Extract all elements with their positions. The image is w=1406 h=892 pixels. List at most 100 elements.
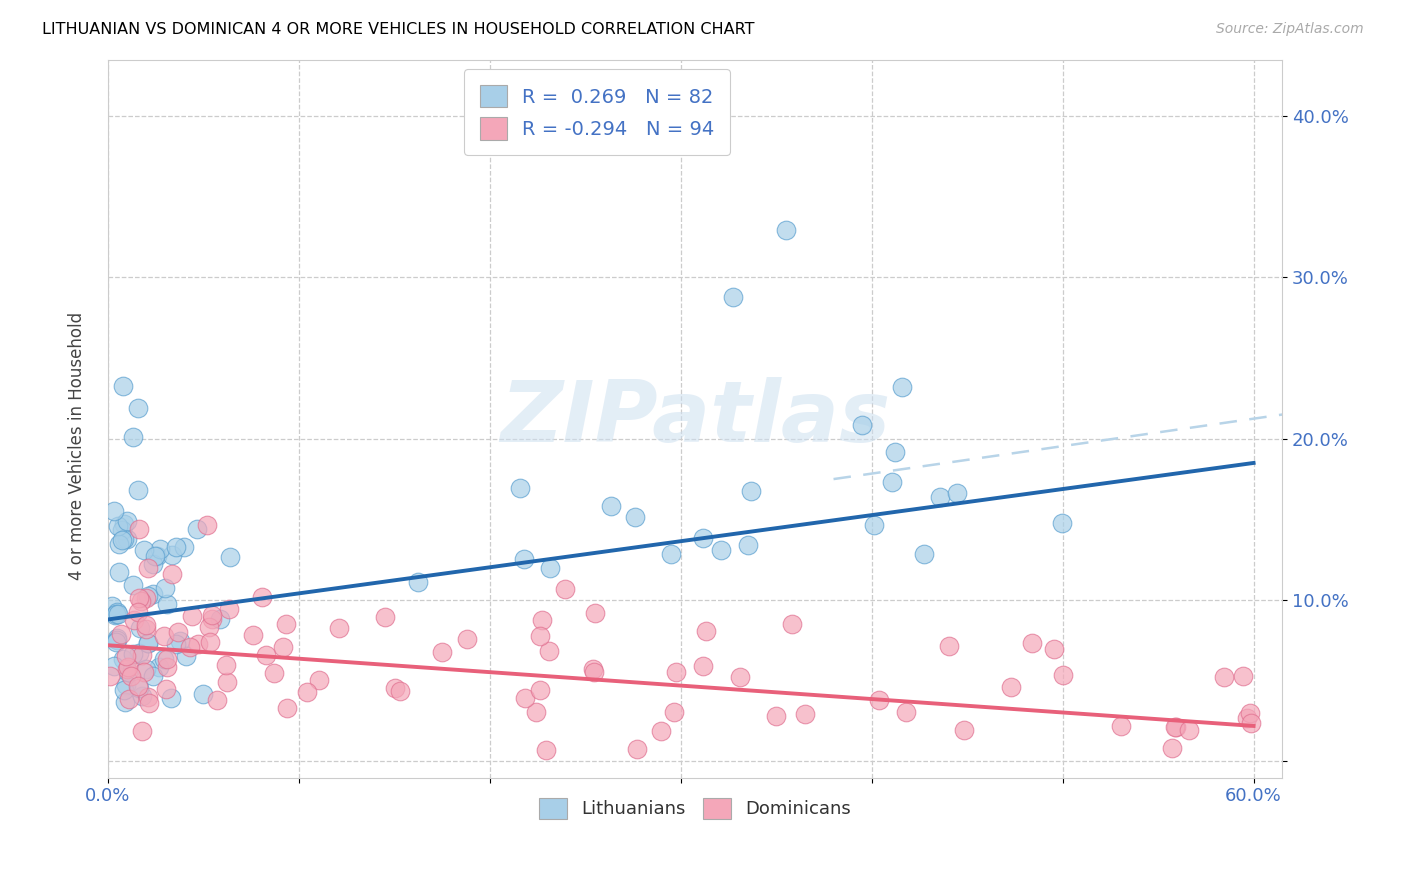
Point [148,660,170,674]
Point [695,624,717,639]
Point [534,743,557,757]
Point [538,561,561,575]
Legend: Lithuanians, Dominicans: Lithuanians, Dominicans [533,790,858,826]
Point [122,578,145,592]
Point [912,547,935,561]
Point [111,652,134,666]
Point [186,522,208,536]
Point [165,637,187,651]
Point [134,665,156,679]
Point [142,557,165,571]
Point [665,665,688,679]
Point [173,540,195,554]
Point [149,542,172,557]
Point [136,561,159,575]
Point [219,549,242,564]
Point [138,635,160,649]
Point [179,640,201,655]
Point [406,574,429,589]
Point [198,620,221,634]
Point [155,681,177,696]
Point [894,705,917,719]
Point [513,691,536,706]
Point [529,629,551,643]
Point [115,532,138,546]
Point [794,707,817,722]
Point [135,622,157,636]
Point [166,624,188,639]
Point [156,660,179,674]
Point [775,223,797,237]
Point [127,679,149,693]
Point [692,531,714,545]
Point [650,723,672,738]
Point [135,591,157,605]
Point [513,552,536,566]
Point [146,549,169,563]
Point [1111,718,1133,732]
Point [127,605,149,619]
Point [107,519,129,533]
Point [104,607,127,622]
Point [1050,516,1073,530]
Point [582,662,605,676]
Point [929,490,952,504]
Point [112,682,135,697]
Point [101,599,124,613]
Point [868,693,890,707]
Point [242,628,264,642]
Point [136,636,159,650]
Point [128,522,150,536]
Point [117,515,139,529]
Point [1164,720,1187,734]
Point [851,418,873,433]
Point [128,681,150,695]
Point [117,663,139,677]
Point [599,500,621,514]
Point [103,504,125,518]
Point [297,684,319,698]
Point [118,692,141,706]
Point [782,616,804,631]
Point [107,565,129,579]
Point [120,669,142,683]
Point [953,723,976,738]
Point [1240,715,1263,730]
Point [142,669,165,683]
Point [737,538,759,552]
Point [131,723,153,738]
Point [583,607,606,621]
Point [254,648,277,663]
Point [107,631,129,645]
Point [1178,723,1201,738]
Point [530,613,553,627]
Point [624,510,647,524]
Point [626,741,648,756]
Point [122,430,145,444]
Point [938,640,960,654]
Point [128,646,150,660]
Point [135,618,157,632]
Text: Source: ZipAtlas.com: Source: ZipAtlas.com [1216,22,1364,37]
Point [104,635,127,649]
Point [160,548,183,562]
Point [250,590,273,604]
Point [328,621,350,635]
Point [111,523,134,537]
Point [105,633,128,648]
Point [138,696,160,710]
Point [710,542,733,557]
Point [128,591,150,605]
Point [103,659,125,673]
Point [201,608,224,623]
Point [127,401,149,416]
Point [1232,669,1254,683]
Point [131,690,153,704]
Point [162,567,184,582]
Point [122,613,145,627]
Point [1164,720,1187,734]
Point [388,684,411,698]
Point [195,518,218,533]
Point [946,485,969,500]
Point [191,687,214,701]
